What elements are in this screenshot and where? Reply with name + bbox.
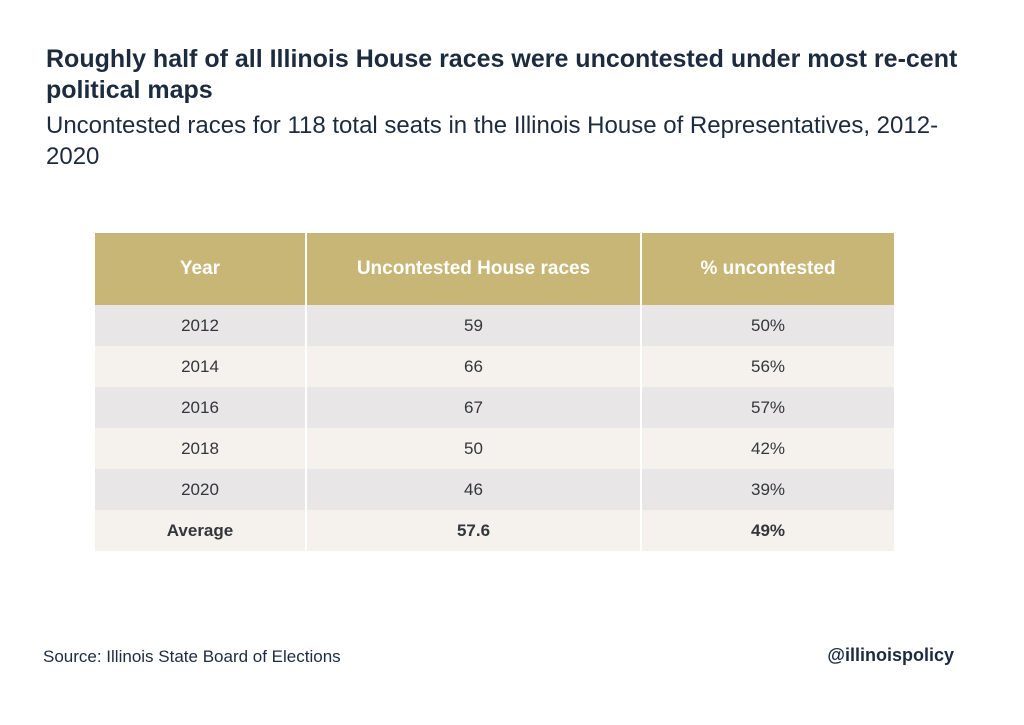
cell-average-races: 57.6: [306, 510, 642, 551]
source-note: Source: Illinois State Board of Election…: [43, 647, 341, 666]
cell-uncontested-races: 59: [306, 305, 642, 346]
cell-percent-uncontested: 56%: [641, 346, 894, 387]
column-header-year: Year: [95, 233, 307, 305]
table-row: 2014 66 56%: [95, 346, 894, 387]
cell-percent-uncontested: 50%: [641, 305, 894, 346]
cell-uncontested-races: 50: [306, 428, 642, 469]
table-row: 2012 59 50%: [95, 305, 894, 346]
cell-year: 2016: [95, 387, 307, 428]
social-handle: @illinoispolicy: [827, 645, 954, 665]
chart-subtitle: Uncontested races for 118 total seats in…: [46, 112, 939, 170]
table-summary-row: Average 57.6 49%: [95, 510, 894, 551]
column-header-percent-uncontested: % uncontested: [641, 233, 894, 305]
cell-year: 2012: [95, 305, 307, 346]
column-header-uncontested-races: Uncontested House races: [306, 233, 642, 305]
data-table: Year Uncontested House races % uncontest…: [95, 233, 894, 551]
cell-year: 2014: [95, 346, 307, 387]
cell-average-percent: 49%: [641, 510, 894, 551]
cell-percent-uncontested: 39%: [641, 469, 894, 510]
cell-percent-uncontested: 57%: [641, 387, 894, 428]
cell-uncontested-races: 66: [306, 346, 642, 387]
cell-year: 2020: [95, 469, 307, 510]
cell-year: 2018: [95, 428, 307, 469]
table-row: 2016 67 57%: [95, 387, 894, 428]
table-row: 2020 46 39%: [95, 469, 894, 510]
chart-title: Roughly half of all Illinois House races…: [46, 45, 958, 104]
table-row: 2018 50 42%: [95, 428, 894, 469]
cell-uncontested-races: 46: [306, 469, 642, 510]
table-header-row: Year Uncontested House races % uncontest…: [95, 233, 894, 305]
cell-average-label: Average: [95, 510, 307, 551]
cell-percent-uncontested: 42%: [641, 428, 894, 469]
cell-uncontested-races: 67: [306, 387, 642, 428]
